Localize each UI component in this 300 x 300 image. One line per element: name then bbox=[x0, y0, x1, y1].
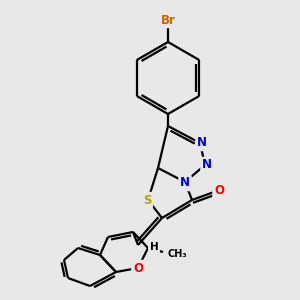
Text: O: O bbox=[214, 184, 224, 196]
Text: N: N bbox=[197, 136, 207, 149]
Text: CH₃: CH₃ bbox=[168, 249, 188, 259]
Text: N: N bbox=[180, 176, 190, 190]
Text: S: S bbox=[143, 194, 151, 206]
Text: Br: Br bbox=[160, 14, 175, 26]
Text: H: H bbox=[150, 242, 158, 252]
Text: N: N bbox=[202, 158, 212, 172]
Text: O: O bbox=[133, 262, 143, 275]
